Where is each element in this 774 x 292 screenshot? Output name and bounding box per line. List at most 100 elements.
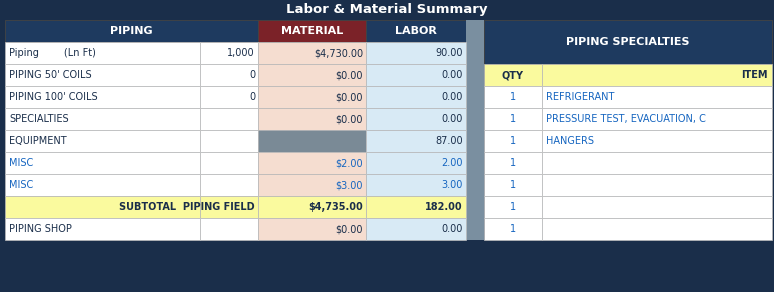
Bar bbox=[484, 64, 542, 86]
Bar bbox=[258, 196, 366, 218]
Bar bbox=[366, 152, 466, 174]
Text: 87.00: 87.00 bbox=[435, 136, 463, 146]
Text: Piping        (Ln Ft): Piping (Ln Ft) bbox=[9, 48, 96, 58]
Bar bbox=[366, 86, 466, 108]
Bar bbox=[542, 86, 772, 108]
Text: 0.00: 0.00 bbox=[442, 92, 463, 102]
Bar bbox=[258, 64, 366, 86]
Text: 90.00: 90.00 bbox=[436, 48, 463, 58]
Text: $0.00: $0.00 bbox=[335, 114, 363, 124]
Text: 182.00: 182.00 bbox=[426, 202, 463, 212]
Bar bbox=[5, 218, 200, 240]
Text: MISC: MISC bbox=[9, 158, 33, 168]
Text: 1: 1 bbox=[510, 224, 516, 234]
Bar bbox=[0, 0, 774, 20]
Bar bbox=[484, 152, 542, 174]
Text: MATERIAL: MATERIAL bbox=[281, 26, 343, 36]
Bar bbox=[5, 64, 200, 86]
Bar bbox=[200, 130, 258, 152]
Text: PIPING SPECIALTIES: PIPING SPECIALTIES bbox=[567, 37, 690, 47]
Bar bbox=[466, 20, 484, 240]
Text: $2.00: $2.00 bbox=[335, 158, 363, 168]
Bar bbox=[258, 42, 366, 64]
Bar bbox=[366, 108, 466, 130]
Bar bbox=[484, 108, 542, 130]
Bar bbox=[258, 152, 366, 174]
Bar bbox=[484, 174, 542, 196]
Text: ITEM: ITEM bbox=[741, 70, 768, 80]
Bar bbox=[200, 86, 258, 108]
Bar bbox=[542, 108, 772, 130]
Text: $3.00: $3.00 bbox=[335, 180, 363, 190]
Text: PRESSURE TEST, EVACUATION, C: PRESSURE TEST, EVACUATION, C bbox=[546, 114, 706, 124]
Bar bbox=[258, 108, 366, 130]
Bar bbox=[258, 20, 366, 42]
Text: 0.00: 0.00 bbox=[442, 70, 463, 80]
Text: HANGERS: HANGERS bbox=[546, 136, 594, 146]
Text: 1: 1 bbox=[510, 114, 516, 124]
Bar bbox=[258, 174, 366, 196]
Text: 1,000: 1,000 bbox=[228, 48, 255, 58]
Bar bbox=[5, 108, 200, 130]
Bar bbox=[200, 64, 258, 86]
Bar bbox=[542, 196, 772, 218]
Text: $4,735.00: $4,735.00 bbox=[308, 202, 363, 212]
Text: MISC: MISC bbox=[9, 180, 33, 190]
Text: SUBTOTAL  PIPING FIELD: SUBTOTAL PIPING FIELD bbox=[119, 202, 255, 212]
Text: EQUIPMENT: EQUIPMENT bbox=[9, 136, 67, 146]
Text: $0.00: $0.00 bbox=[335, 92, 363, 102]
Text: $0.00: $0.00 bbox=[335, 70, 363, 80]
Bar bbox=[542, 130, 772, 152]
Bar bbox=[542, 152, 772, 174]
Bar bbox=[200, 218, 258, 240]
Text: PIPING SHOP: PIPING SHOP bbox=[9, 224, 72, 234]
Bar bbox=[366, 218, 466, 240]
Bar bbox=[258, 86, 366, 108]
Bar bbox=[366, 196, 466, 218]
Bar bbox=[200, 42, 258, 64]
Text: 2.00: 2.00 bbox=[441, 158, 463, 168]
Text: SPECIALTIES: SPECIALTIES bbox=[9, 114, 69, 124]
Bar bbox=[5, 174, 200, 196]
Text: 1: 1 bbox=[510, 136, 516, 146]
Bar bbox=[5, 42, 200, 64]
Bar bbox=[542, 174, 772, 196]
Bar bbox=[484, 196, 542, 218]
Text: PIPING: PIPING bbox=[110, 26, 152, 36]
Text: $0.00: $0.00 bbox=[335, 224, 363, 234]
Text: 0: 0 bbox=[249, 92, 255, 102]
Bar bbox=[5, 152, 200, 174]
Bar bbox=[258, 218, 366, 240]
Bar bbox=[200, 196, 258, 218]
Bar bbox=[366, 174, 466, 196]
Text: Labor & Material Summary: Labor & Material Summary bbox=[286, 4, 488, 17]
Bar bbox=[200, 152, 258, 174]
Bar bbox=[366, 64, 466, 86]
Bar bbox=[5, 20, 258, 42]
Bar bbox=[366, 42, 466, 64]
Bar bbox=[5, 196, 200, 218]
Bar bbox=[542, 218, 772, 240]
Text: PIPING 50' COILS: PIPING 50' COILS bbox=[9, 70, 91, 80]
Text: REFRIGERANT: REFRIGERANT bbox=[546, 92, 615, 102]
Text: PIPING 100' COILS: PIPING 100' COILS bbox=[9, 92, 98, 102]
Text: 1: 1 bbox=[510, 92, 516, 102]
Bar bbox=[484, 218, 542, 240]
Bar bbox=[5, 86, 200, 108]
Text: $4,730.00: $4,730.00 bbox=[314, 48, 363, 58]
Bar bbox=[484, 86, 542, 108]
Bar bbox=[200, 174, 258, 196]
Text: 1: 1 bbox=[510, 202, 516, 212]
Bar bbox=[366, 130, 466, 152]
Bar bbox=[484, 130, 542, 152]
Text: LABOR: LABOR bbox=[395, 26, 437, 36]
Text: 1: 1 bbox=[510, 180, 516, 190]
Bar bbox=[5, 130, 200, 152]
Text: 3.00: 3.00 bbox=[442, 180, 463, 190]
Bar bbox=[366, 20, 466, 42]
Bar bbox=[484, 20, 772, 64]
Bar bbox=[200, 108, 258, 130]
Text: 0: 0 bbox=[249, 70, 255, 80]
Bar bbox=[258, 130, 366, 152]
Text: 1: 1 bbox=[510, 158, 516, 168]
